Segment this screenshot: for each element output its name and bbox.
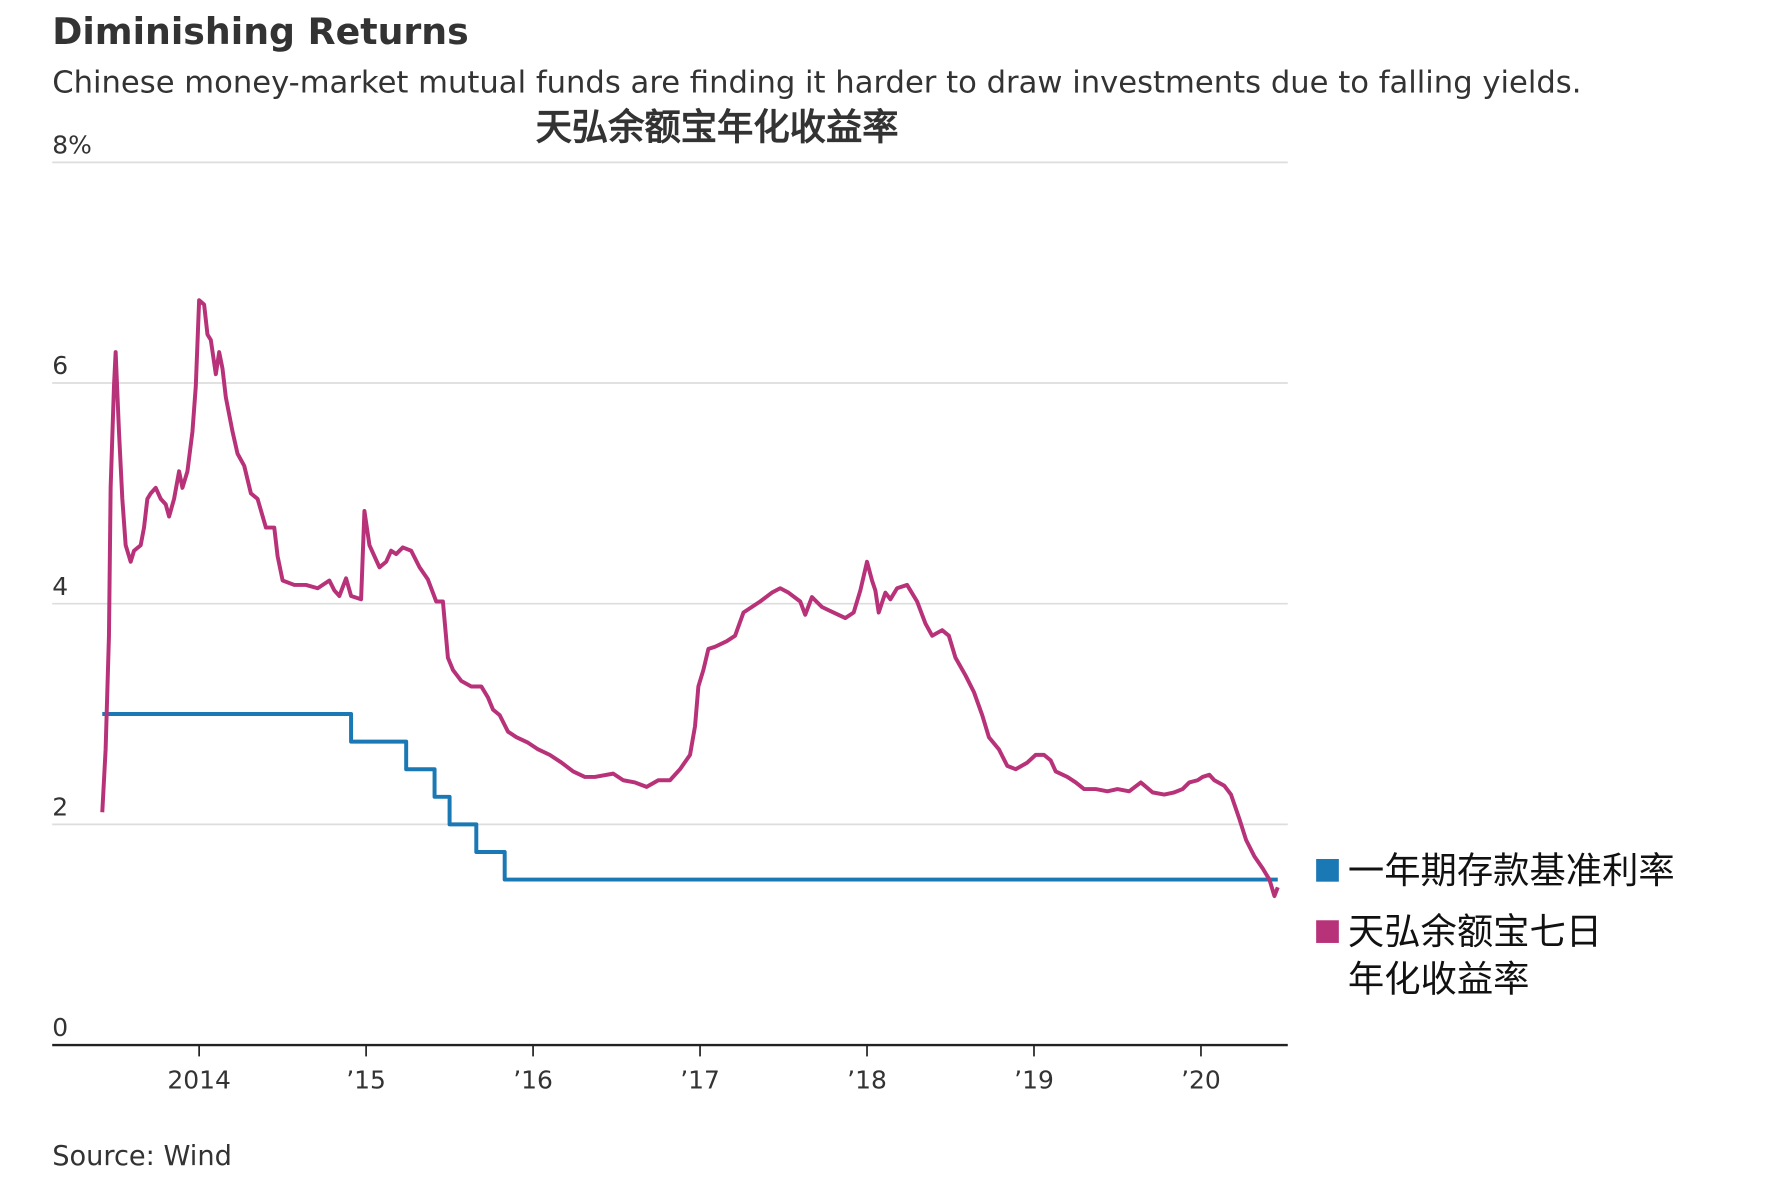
x-tick-label: ’20 xyxy=(1181,1065,1221,1094)
series-line xyxy=(100,298,1280,899)
legend-label: 一年期存款基准利率 xyxy=(1347,848,1675,892)
x-tick-label: ’18 xyxy=(847,1065,887,1094)
source: Source: Wind xyxy=(52,1141,232,1172)
y-tick-label: 4 xyxy=(52,572,68,601)
y-tick-label: 0 xyxy=(52,1013,68,1042)
x-tick-label: ’17 xyxy=(680,1065,720,1094)
x-tick-label: 2014 xyxy=(167,1065,231,1094)
x-tick-label: ’16 xyxy=(513,1065,553,1094)
chart-title: 天弘余额宝年化收益率 xyxy=(536,105,899,148)
y-tick-label: 6 xyxy=(52,351,68,380)
headline: Diminishing Returns xyxy=(52,10,469,53)
legend-swatch xyxy=(1316,920,1339,943)
legend-label: 天弘余额宝七日年化收益率 xyxy=(1347,910,1603,1001)
y-tick-label: 8% xyxy=(52,130,92,159)
y-tick-label: 2 xyxy=(52,793,68,822)
legend-entry: 天弘余额宝七日年化收益率 xyxy=(1347,910,1603,1001)
subtitle: Chinese money-market mutual funds are fi… xyxy=(52,66,1581,101)
x-tick-label: ’19 xyxy=(1014,1065,1054,1094)
legend-entry: 一年期存款基准利率 xyxy=(1347,848,1675,892)
x-tick-label: ’15 xyxy=(346,1065,386,1094)
series-line xyxy=(102,712,1278,882)
legend-swatch xyxy=(1316,858,1339,882)
